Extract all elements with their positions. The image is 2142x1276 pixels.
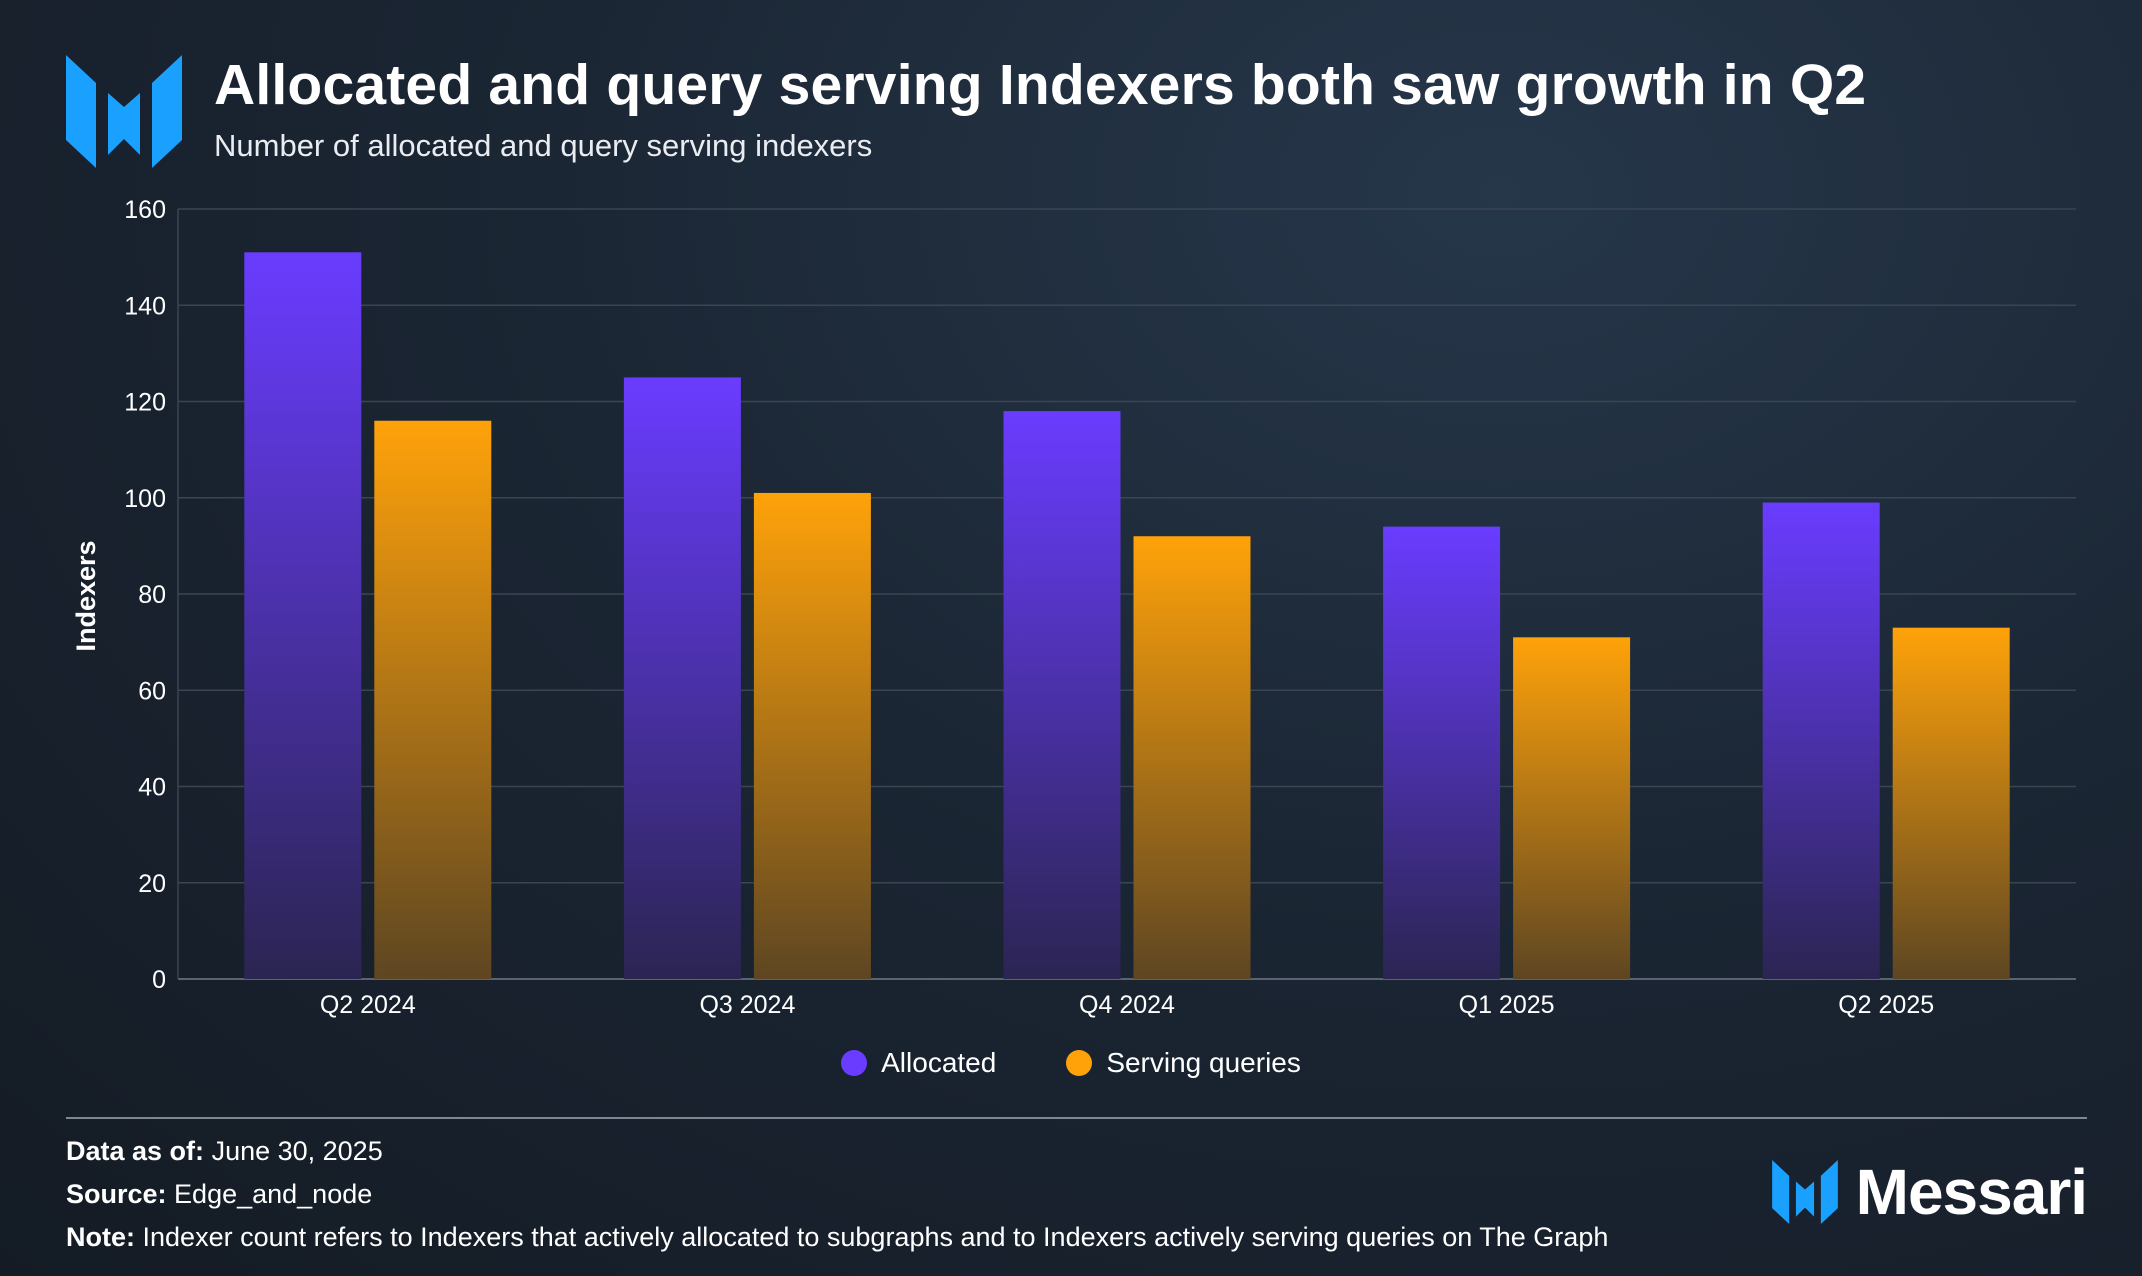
source: Source: Edge_and_node bbox=[66, 1173, 1608, 1216]
bars bbox=[244, 252, 2010, 979]
bar-allocated bbox=[1762, 502, 1880, 979]
data-as-of-value: June 30, 2025 bbox=[211, 1136, 383, 1166]
legend-item-allocated[interactable]: Allocated bbox=[841, 1047, 996, 1079]
y-tick-label: 120 bbox=[124, 389, 166, 417]
legend-label-serving-queries: Serving queries bbox=[1106, 1047, 1301, 1078]
y-tick-label: 40 bbox=[138, 774, 166, 802]
x-tick-label: Q1 2025 bbox=[1459, 991, 1555, 1019]
y-tick-label: 0 bbox=[152, 966, 166, 994]
footer-divider bbox=[66, 1117, 2087, 1119]
legend-swatch-serving-queries bbox=[1066, 1050, 1093, 1076]
messari-logo-icon bbox=[1771, 1160, 1838, 1224]
legend-label-allocated: Allocated bbox=[881, 1047, 997, 1078]
legend-swatch-allocated bbox=[841, 1050, 868, 1076]
note: Note: Indexer count refers to Indexers t… bbox=[66, 1216, 1608, 1259]
brand-name: Messari bbox=[1855, 1156, 2088, 1228]
x-tick-label: Q4 2024 bbox=[1079, 991, 1175, 1019]
y-tick-label: 140 bbox=[124, 292, 166, 320]
data-as-of-label: Data as of: bbox=[66, 1136, 205, 1166]
gridlines bbox=[178, 208, 2076, 980]
bar-serving-queries bbox=[1133, 536, 1251, 979]
x-tick-label: Q2 2025 bbox=[1838, 991, 1934, 1019]
note-value: Indexer count refers to Indexers that ac… bbox=[142, 1222, 1609, 1252]
chart-title: Allocated and query serving Indexers bot… bbox=[214, 53, 1867, 117]
y-tick-label: 60 bbox=[138, 677, 166, 705]
messari-logo-icon bbox=[66, 55, 182, 168]
bar-serving-queries bbox=[753, 492, 871, 979]
data-as-of: Data as of: June 30, 2025 bbox=[66, 1130, 1608, 1173]
bar-serving-queries bbox=[1892, 627, 2010, 979]
bar-allocated bbox=[623, 377, 741, 979]
y-axis-label: Indexers bbox=[71, 540, 101, 651]
chart-legend: Allocated Serving queries bbox=[0, 1047, 2142, 1079]
bar-allocated bbox=[244, 252, 362, 979]
bar-allocated bbox=[1383, 526, 1501, 979]
x-tick-label: Q2 2024 bbox=[320, 991, 416, 1019]
axes: 0 20 40 60 80 100 120 140 160 Q2 2024 Q3 2024 Q4 20… bbox=[124, 196, 1934, 1019]
y-tick-label: 20 bbox=[138, 870, 166, 898]
y-tick-label: 160 bbox=[124, 196, 166, 224]
source-value: Edge_and_node bbox=[174, 1179, 373, 1209]
bar-allocated bbox=[1003, 411, 1121, 979]
y-tick-label: 100 bbox=[124, 485, 166, 513]
chart-footer: Data as of: June 30, 2025 Source: Edge_a… bbox=[66, 1130, 1608, 1259]
note-label: Note: bbox=[66, 1222, 135, 1252]
x-tick-label: Q3 2024 bbox=[699, 991, 795, 1019]
y-tick-label: 80 bbox=[138, 581, 166, 609]
bar-serving-queries bbox=[374, 420, 492, 979]
brand-logo: Messari bbox=[1771, 1155, 2088, 1229]
bar-serving-queries bbox=[1513, 637, 1631, 979]
source-label: Source: bbox=[66, 1179, 167, 1209]
chart-subtitle: Number of allocated and query serving in… bbox=[214, 128, 873, 163]
legend-item-serving-queries[interactable]: Serving queries bbox=[1066, 1047, 1301, 1079]
